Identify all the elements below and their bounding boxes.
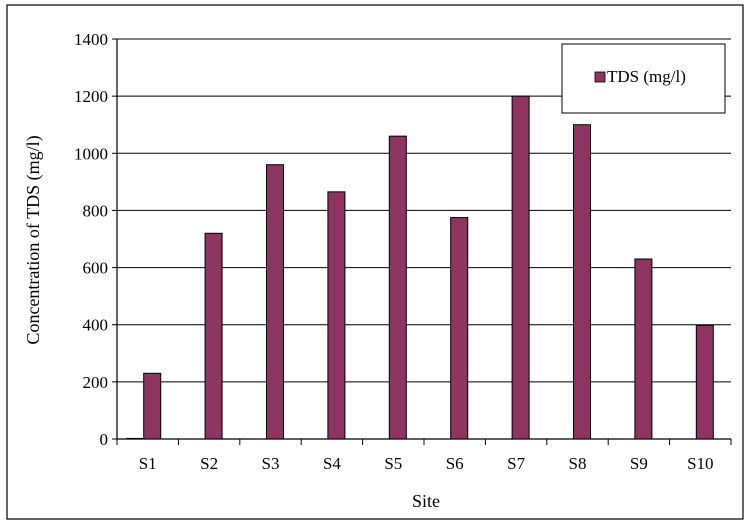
bar (695, 324, 714, 440)
legend: TDS (mg/l) (561, 43, 726, 114)
bar (327, 191, 346, 440)
legend-label: TDS (mg/l) (607, 67, 686, 86)
bar (266, 164, 284, 440)
bars (126, 95, 714, 440)
x-tick-label: S9 (630, 454, 648, 473)
bar-secondary (126, 437, 145, 440)
y-tick-label: 1200 (74, 87, 108, 106)
x-tick-label: S8 (569, 454, 587, 473)
legend-box (561, 43, 726, 114)
bar (450, 217, 469, 440)
y-tick-label: 600 (83, 259, 109, 278)
bar (511, 95, 530, 440)
x-tick-label: S6 (446, 454, 464, 473)
x-tick-label: S4 (323, 454, 341, 473)
bar (204, 232, 223, 440)
bar (388, 135, 407, 440)
y-axis-label: Concentration of TDS (mg/l) (23, 135, 44, 344)
x-tick-label: S7 (507, 454, 525, 473)
x-tick-label: S5 (384, 454, 402, 473)
y-tick-label: 1000 (74, 144, 108, 163)
tick-labels: 0 200 400 600 800 1000 1200 1400 S1 S2 S3 S4 S5 S6 S7 S… (74, 30, 714, 473)
bar (573, 124, 591, 440)
y-tick-label: 0 (100, 430, 109, 449)
y-tick-label: 400 (83, 316, 109, 335)
x-tick-label: S3 (262, 454, 280, 473)
bar (143, 372, 162, 440)
y-tick-label: 800 (83, 201, 109, 220)
legend-swatch (594, 71, 606, 83)
bar (634, 258, 653, 440)
x-tick-label: S1 (139, 454, 157, 473)
y-tick-label: 200 (83, 373, 109, 392)
x-tick-label: S2 (200, 454, 218, 473)
x-tick-label: S10 (687, 454, 713, 473)
x-axis-label: Site (412, 491, 440, 511)
y-tick-label: 1400 (74, 30, 108, 49)
